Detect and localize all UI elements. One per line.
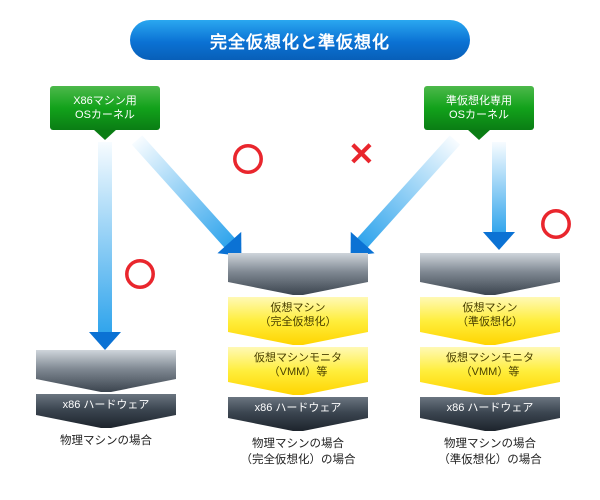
block-os-gray bbox=[420, 253, 560, 295]
block-vmm: 仮想マシンモニタ（VMM）等 bbox=[228, 347, 368, 395]
arrow-left-to-center bbox=[132, 135, 236, 248]
block-hardware: x86 ハードウェア bbox=[420, 397, 560, 431]
mark-ok-2: 〇 bbox=[232, 135, 264, 181]
stack-paravirt: 仮想マシン（準仮想化） 仮想マシンモニタ（VMM）等 x86 ハードウェア 物理… bbox=[420, 253, 560, 468]
diagram-title: 完全仮想化と準仮想化 bbox=[130, 20, 470, 60]
arrow-left-down bbox=[98, 142, 112, 334]
block-hardware: x86 ハードウェア bbox=[36, 394, 176, 428]
block-vmm: 仮想マシンモニタ（VMM）等 bbox=[420, 347, 560, 395]
block-vm-para: 仮想マシン（準仮想化） bbox=[420, 297, 560, 345]
block-os-gray bbox=[36, 350, 176, 392]
kernel-paravirt: 準仮想化専用OSカーネル bbox=[424, 86, 534, 130]
caption-fullvirt: 物理マシンの場合（完全仮想化）の場合 bbox=[228, 437, 368, 468]
block-vm-full: 仮想マシン（完全仮想化） bbox=[228, 297, 368, 345]
mark-ok-3: 〇 bbox=[540, 200, 572, 246]
stack-physical: x86 ハードウェア 物理マシンの場合 bbox=[36, 350, 176, 450]
block-os-gray bbox=[228, 253, 368, 295]
caption-paravirt: 物理マシンの場合（準仮想化）の場合 bbox=[420, 437, 560, 468]
caption-physical: 物理マシンの場合 bbox=[36, 434, 176, 450]
mark-ok-1: 〇 bbox=[124, 250, 156, 296]
kernel-x86: X86マシン用OSカーネル bbox=[50, 86, 160, 130]
arrow-right-down bbox=[492, 142, 506, 234]
stack-fullvirt: 仮想マシン（完全仮想化） 仮想マシンモニタ（VMM）等 x86 ハードウェア 物… bbox=[228, 253, 368, 468]
mark-ng: ✕ bbox=[348, 135, 375, 173]
block-hardware: x86 ハードウェア bbox=[228, 397, 368, 431]
